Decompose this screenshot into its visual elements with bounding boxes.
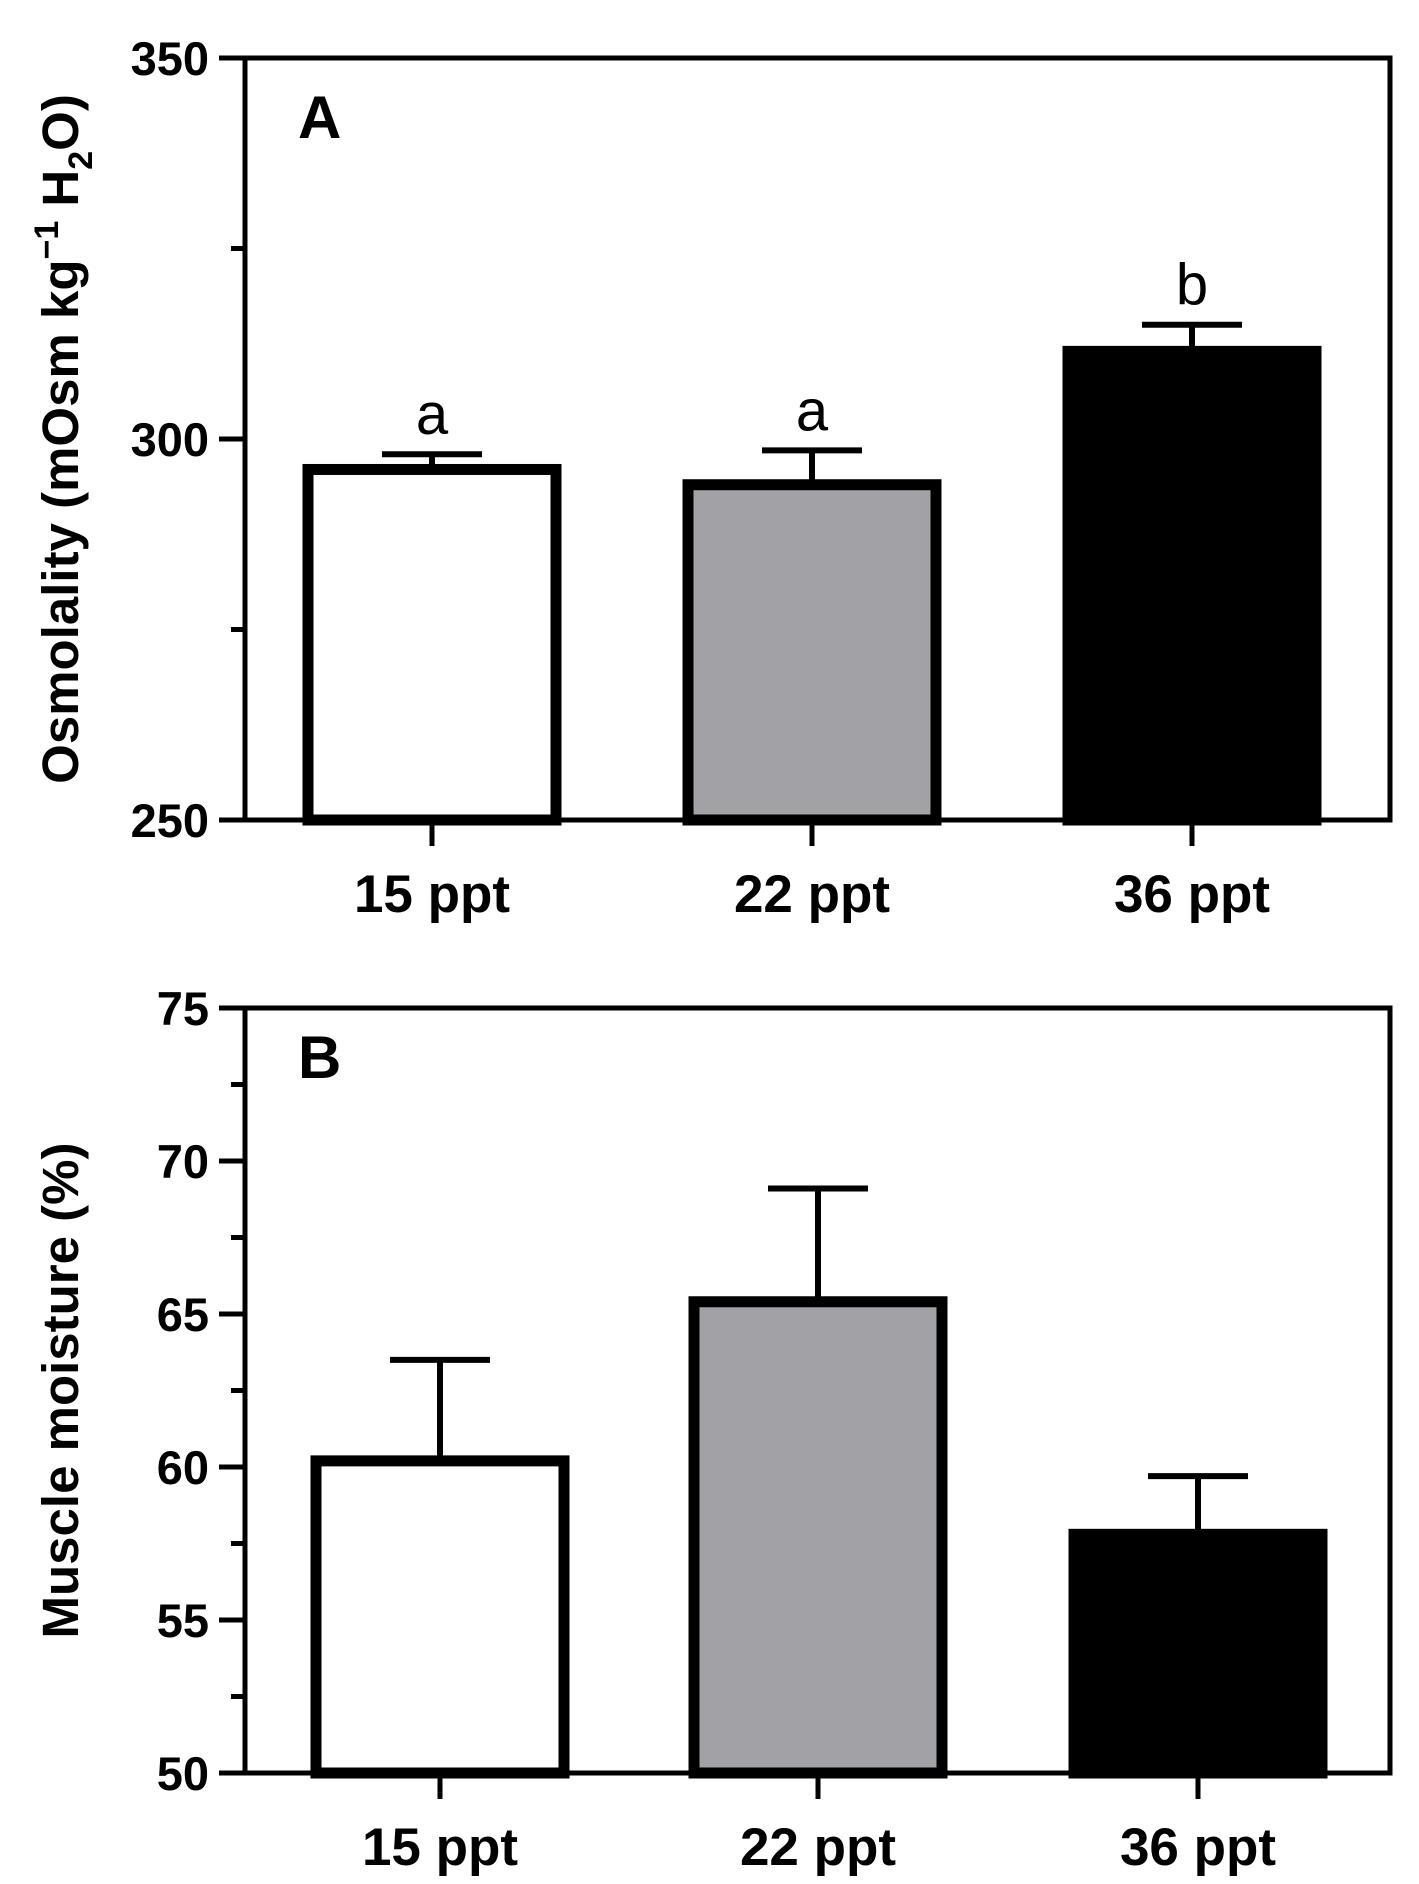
x-tick-label: 15 ppt bbox=[362, 1818, 518, 1877]
y-tick-label: 55 bbox=[157, 1594, 209, 1647]
bar bbox=[682, 479, 942, 826]
significance-label: b bbox=[1176, 253, 1208, 318]
y-axis-title: Osmolality (mOsm kg−1 H2O) bbox=[28, 94, 100, 784]
significance-label: a bbox=[416, 382, 449, 447]
y-axis-title: Muscle moisture (%) bbox=[32, 1143, 89, 1639]
y-tick-label: 60 bbox=[157, 1441, 209, 1494]
y-tick-label: 250 bbox=[131, 794, 209, 847]
panel-b: 50 55 60 65 70 75 15 ppt 22 ppt 36 ppt B Muscle mo… bbox=[32, 982, 1393, 1877]
significance-label: a bbox=[796, 378, 829, 443]
bar bbox=[1062, 345, 1322, 826]
x-tick-label: 22 ppt bbox=[734, 865, 890, 924]
y-tick-label: 75 bbox=[157, 982, 209, 1035]
y-tick-label: 350 bbox=[131, 32, 209, 85]
panel-label: A bbox=[298, 84, 341, 151]
subscript: 2 bbox=[62, 151, 100, 170]
x-tick-label: 15 ppt bbox=[354, 865, 510, 924]
y-tick-label: 65 bbox=[157, 1288, 209, 1341]
y-tick-label: 50 bbox=[157, 1747, 209, 1800]
x-tick-label: 22 ppt bbox=[740, 1818, 896, 1877]
bar bbox=[1068, 1528, 1328, 1779]
y-axis-title-part: H bbox=[32, 170, 89, 221]
panel-label: B bbox=[298, 1024, 341, 1091]
y-axis-title-part: O) bbox=[32, 94, 89, 151]
bar bbox=[310, 1455, 570, 1779]
panel-a: a a b 250 300 350 15 ppt 22 ppt 36 ppt A Osmolalit… bbox=[28, 32, 1393, 924]
superscript: −1 bbox=[28, 221, 66, 260]
x-tick-label: 36 ppt bbox=[1120, 1818, 1276, 1877]
bar bbox=[302, 463, 562, 826]
x-tick-label: 36 ppt bbox=[1114, 865, 1270, 924]
y-tick-label: 70 bbox=[157, 1135, 209, 1188]
bar bbox=[688, 1296, 948, 1779]
y-axis-title-part: Osmolality (mOsm kg bbox=[32, 260, 89, 784]
y-tick-label: 300 bbox=[131, 413, 209, 466]
